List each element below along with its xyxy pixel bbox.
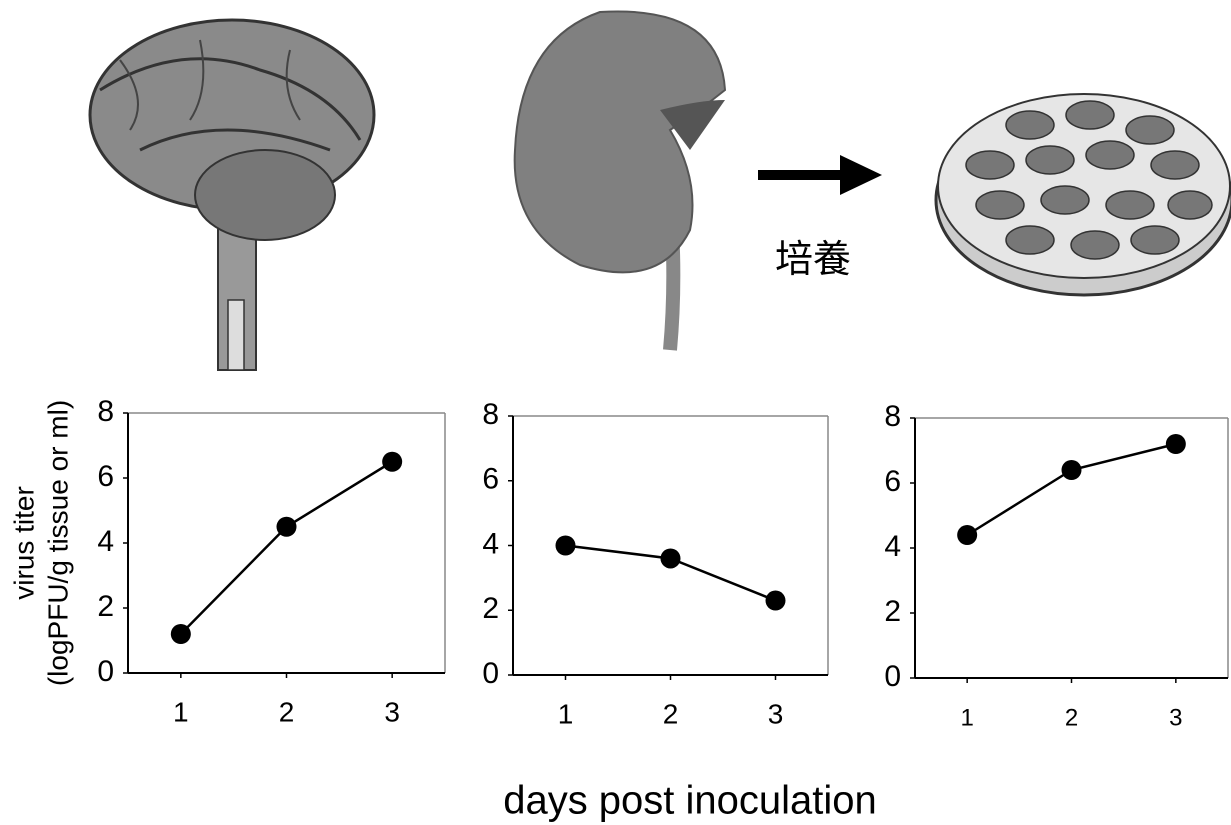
y-tick-label: 6 xyxy=(482,463,499,496)
annotation: 培養 xyxy=(775,239,851,281)
x-tick-label: 2 xyxy=(1065,704,1078,731)
y-tick-label: 8 xyxy=(97,395,114,428)
x-tick-label: 2 xyxy=(663,698,679,729)
y-tick-label: 0 xyxy=(884,660,901,693)
y-tick-label: 0 xyxy=(97,655,114,688)
x-axis-label: days post inoculation xyxy=(503,779,877,823)
data-line xyxy=(967,444,1176,535)
data-point xyxy=(661,548,681,568)
x-tick-label: 1 xyxy=(960,704,973,731)
y-tick-label: 4 xyxy=(482,527,499,560)
brain-illustration xyxy=(90,20,374,370)
y-tick-label: 4 xyxy=(97,525,114,558)
kidney-illustration xyxy=(515,11,725,350)
x-tick-label: 3 xyxy=(1169,704,1182,731)
data-point xyxy=(556,536,576,556)
data-point xyxy=(1062,460,1082,480)
x-tick-label: 3 xyxy=(768,698,784,729)
data-line xyxy=(181,462,392,634)
y-axis-label: (logPFU/g tissue or ml) xyxy=(42,400,73,686)
y-axis-label: virus titer xyxy=(8,486,39,600)
y-tick-label: 2 xyxy=(884,595,901,628)
data-point xyxy=(277,517,297,537)
y-tick-label: 4 xyxy=(884,530,901,563)
y-tick-label: 6 xyxy=(97,460,114,493)
y-tick-label: 8 xyxy=(482,398,499,431)
y-tick-label: 8 xyxy=(884,400,901,433)
data-point xyxy=(957,525,977,545)
x-tick-label: 3 xyxy=(384,696,400,727)
arrow xyxy=(758,155,882,195)
data-point xyxy=(766,591,786,611)
data-point xyxy=(382,452,402,472)
data-point xyxy=(171,624,191,644)
x-tick-label: 1 xyxy=(173,696,189,727)
figure: 培養 days post inoculation 0 2 4 6 8 1 2 3 virus t… xyxy=(0,0,1231,825)
y-tick-label: 2 xyxy=(482,592,499,625)
y-tick-label: 2 xyxy=(97,590,114,623)
data-point xyxy=(1166,434,1186,454)
y-tick-label: 0 xyxy=(482,657,499,690)
petri-dish-illustration xyxy=(936,94,1231,295)
y-tick-label: 6 xyxy=(884,465,901,498)
x-tick-label: 2 xyxy=(279,696,295,727)
x-tick-label: 1 xyxy=(558,698,574,729)
